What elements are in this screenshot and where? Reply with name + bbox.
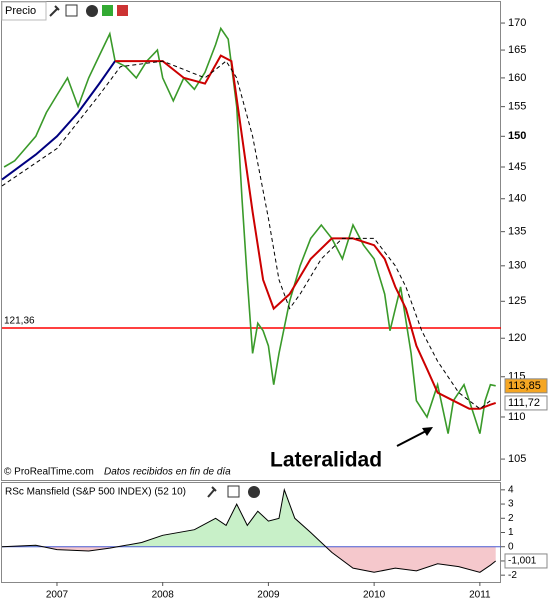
source: © ProRealTime.com xyxy=(4,467,94,478)
wrench-icon[interactable] xyxy=(207,486,217,498)
down-icon[interactable] xyxy=(117,5,128,16)
last-value-label: -1,001 xyxy=(508,556,537,567)
y-tick-label: 3 xyxy=(508,499,514,510)
price-line xyxy=(3,26,496,434)
y-tick-label: 170 xyxy=(508,17,526,29)
window-icon[interactable] xyxy=(227,485,240,498)
y-tick-label: 125 xyxy=(508,295,526,307)
moving-average xyxy=(1,60,491,410)
y-tick-label: 160 xyxy=(508,72,526,84)
x-tick-label: 2009 xyxy=(257,590,280,601)
y-tick-label: 105 xyxy=(508,453,526,465)
y-tick-label: 120 xyxy=(508,332,526,344)
y-tick-label: 4 xyxy=(508,484,514,495)
last-value-box xyxy=(504,395,548,411)
y-tick-label: 145 xyxy=(508,161,526,173)
y-tick-label: 110 xyxy=(508,411,526,423)
close-icon[interactable] xyxy=(86,5,98,17)
window-icon[interactable] xyxy=(65,4,78,17)
negative-area xyxy=(42,546,496,573)
last-value-label: 111,72 xyxy=(508,397,540,409)
x-tick-label: 2010 xyxy=(363,590,386,601)
y-tick-label: 155 xyxy=(508,101,526,113)
toolbar[interactable] xyxy=(49,4,128,17)
y-tick-label: 130 xyxy=(508,260,526,272)
positive-area xyxy=(2,489,496,547)
last-value-label: 113,85 xyxy=(508,380,541,392)
y-tick-label: 165 xyxy=(508,44,526,56)
rs-title: RSc Mansfield (S&P 500 INDEX) (52 10) xyxy=(5,487,186,498)
wrench-icon[interactable] xyxy=(49,5,60,17)
x-tick-label: 2007 xyxy=(46,590,69,601)
arrow-head xyxy=(422,427,433,436)
x-tick-label: 2011 xyxy=(469,590,491,601)
up-icon[interactable] xyxy=(102,5,113,16)
y-tick-label: 135 xyxy=(508,226,526,238)
y-tick-label: 2 xyxy=(508,513,514,524)
close-icon[interactable] xyxy=(248,486,260,498)
note: Datos recibidos en fin de día xyxy=(104,467,231,478)
y-tick-label: -2 xyxy=(508,570,517,581)
x-tick-label: 2008 xyxy=(152,590,175,601)
rs-panel xyxy=(1,482,501,583)
last-value-box xyxy=(504,553,548,569)
rs-line xyxy=(1,487,497,573)
hline-label: 121,36 xyxy=(4,316,35,327)
last-value-box xyxy=(504,378,548,394)
annotation-arrow xyxy=(396,429,429,447)
moving-average xyxy=(115,54,497,410)
y-tick-label: 0 xyxy=(508,541,514,552)
moving-average xyxy=(1,60,116,181)
y-tick-label: 150 xyxy=(508,130,526,142)
rs-toolbar[interactable] xyxy=(207,485,260,498)
price-panel xyxy=(1,1,501,481)
title-box xyxy=(1,1,47,21)
price-title: Precio xyxy=(5,5,36,17)
y-tick-label: 1 xyxy=(508,527,514,538)
y-tick-label: 140 xyxy=(508,193,526,205)
annotation: Lateralidad xyxy=(270,449,382,472)
